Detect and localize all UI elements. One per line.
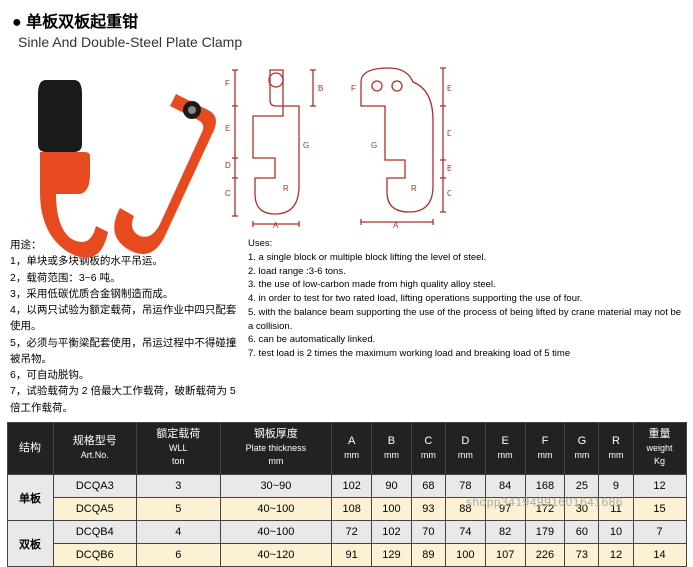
svg-text:G: G bbox=[371, 141, 377, 150]
hook-photo-2 bbox=[110, 88, 230, 278]
table-cell: 10 bbox=[599, 521, 633, 544]
table-cell: DCQB6 bbox=[53, 544, 137, 567]
uses-en-item: 4. in order to test for two rated load, … bbox=[248, 292, 683, 306]
title-cn: 单板双板起重钳 bbox=[12, 8, 693, 32]
diagram-left: FEDCBAGR bbox=[225, 56, 335, 231]
table-header: 结构 bbox=[7, 422, 53, 474]
table-cell: 30~90 bbox=[220, 475, 332, 498]
table-cell: 108 bbox=[332, 498, 372, 521]
table-header: 规格型号Art.No. bbox=[53, 422, 137, 474]
uses-cn-item: 7，试验载荷为 2 倍最大工作载荷，破断载荷为 5 倍工作载荷。 bbox=[10, 383, 238, 416]
table-header: Amm bbox=[332, 422, 372, 474]
table-cell: 12 bbox=[633, 475, 686, 498]
uses-en-item: 7. test load is 2 times the maximum work… bbox=[248, 347, 683, 361]
table-cell: 15 bbox=[633, 498, 686, 521]
table-header: Cmm bbox=[411, 422, 445, 474]
svg-text:E: E bbox=[447, 84, 451, 93]
table-row: 双板DCQB4440~1007210270748217960107 bbox=[7, 521, 686, 544]
table-cell: DCQA5 bbox=[53, 498, 137, 521]
svg-text:F: F bbox=[225, 79, 230, 88]
tech-diagrams: F E D C B A G R E D B C A G R F bbox=[225, 56, 455, 231]
struct-cell: 单板 bbox=[7, 475, 53, 521]
table-cell: 60 bbox=[565, 521, 599, 544]
table-cell: 179 bbox=[525, 521, 565, 544]
table-header: Fmm bbox=[525, 422, 565, 474]
table-cell: 73 bbox=[565, 544, 599, 567]
table-header: 钢板厚度Plate thicknessmm bbox=[220, 422, 332, 474]
uses-en-head: Uses: bbox=[248, 237, 683, 251]
table-cell: 6 bbox=[137, 544, 221, 567]
svg-text:B: B bbox=[318, 84, 323, 93]
table-cell: 14 bbox=[633, 544, 686, 567]
diagram-right: E D B C A G R F bbox=[341, 56, 451, 231]
svg-text:B: B bbox=[447, 164, 451, 173]
table-cell: 102 bbox=[332, 475, 372, 498]
table-cell: 7 bbox=[633, 521, 686, 544]
uses-en: Uses: 1. a single block or multiple bloc… bbox=[248, 237, 683, 416]
table-cell: 107 bbox=[485, 544, 525, 567]
table-cell: 12 bbox=[599, 544, 633, 567]
table-header: Dmm bbox=[445, 422, 485, 474]
product-photo bbox=[10, 56, 225, 231]
table-cell: 90 bbox=[372, 475, 412, 498]
uses-cn-item: 5，必须与平衡梁配套使用，吊运过程中不得碰撞被吊物。 bbox=[10, 335, 238, 368]
svg-text:G: G bbox=[303, 141, 309, 150]
table-cell: 89 bbox=[411, 544, 445, 567]
table-cell: 91 bbox=[332, 544, 372, 567]
table-header: Bmm bbox=[372, 422, 412, 474]
watermark: shopp34194991601641686 bbox=[466, 495, 623, 509]
table-cell: 100 bbox=[372, 498, 412, 521]
title-en: Sinle And Double-Steel Plate Clamp bbox=[18, 34, 693, 50]
table-cell: 5 bbox=[137, 498, 221, 521]
svg-text:R: R bbox=[283, 184, 289, 193]
table-header: Gmm bbox=[565, 422, 599, 474]
table-cell: 226 bbox=[525, 544, 565, 567]
table-cell: 129 bbox=[372, 544, 412, 567]
table-header: 重量weightKg bbox=[633, 422, 686, 474]
table-cell: 102 bbox=[372, 521, 412, 544]
table-cell: DCQB4 bbox=[53, 521, 137, 544]
uses-en-item: 3. the use of low-carbon made from high … bbox=[248, 278, 683, 292]
table-cell: DCQA3 bbox=[53, 475, 137, 498]
svg-text:F: F bbox=[351, 84, 356, 93]
table-cell: 72 bbox=[332, 521, 372, 544]
table-cell: 40~100 bbox=[220, 498, 332, 521]
uses-en-item: 2. load range :3-6 tons. bbox=[248, 265, 683, 279]
table-cell: 93 bbox=[411, 498, 445, 521]
table-row: DCQB6640~1209112989100107226731214 bbox=[7, 544, 686, 567]
svg-text:A: A bbox=[393, 221, 399, 230]
struct-cell: 双板 bbox=[7, 521, 53, 567]
table-cell: 74 bbox=[445, 521, 485, 544]
svg-text:C: C bbox=[447, 189, 451, 198]
uses-en-item: 1. a single block or multiple block lift… bbox=[248, 251, 683, 265]
uses-en-item: 6. can be automatically linked. bbox=[248, 333, 683, 347]
uses-cn-item: 4，以两只试验为额定载荷，吊运作业中四只配套使用。 bbox=[10, 302, 238, 335]
uses-cn-item: 3，采用低碳优质合金钢制造而成。 bbox=[10, 286, 238, 302]
table-header: Emm bbox=[485, 422, 525, 474]
svg-text:R: R bbox=[411, 184, 417, 193]
svg-text:A: A bbox=[273, 221, 279, 230]
table-cell: 100 bbox=[445, 544, 485, 567]
uses-en-item: 5. with the balance beam supporting the … bbox=[248, 306, 683, 334]
table-cell: 70 bbox=[411, 521, 445, 544]
table-cell: 3 bbox=[137, 475, 221, 498]
table-header: 额定载荷WLLton bbox=[137, 422, 221, 474]
table-cell: 40~120 bbox=[220, 544, 332, 567]
hook-photo-1 bbox=[18, 74, 118, 274]
table-cell: 40~100 bbox=[220, 521, 332, 544]
table-cell: 82 bbox=[485, 521, 525, 544]
uses-cn-item: 6，可自动脱钩。 bbox=[10, 367, 238, 383]
table-header: Rmm bbox=[599, 422, 633, 474]
table-cell: 4 bbox=[137, 521, 221, 544]
svg-text:D: D bbox=[447, 129, 451, 138]
table-cell: 68 bbox=[411, 475, 445, 498]
